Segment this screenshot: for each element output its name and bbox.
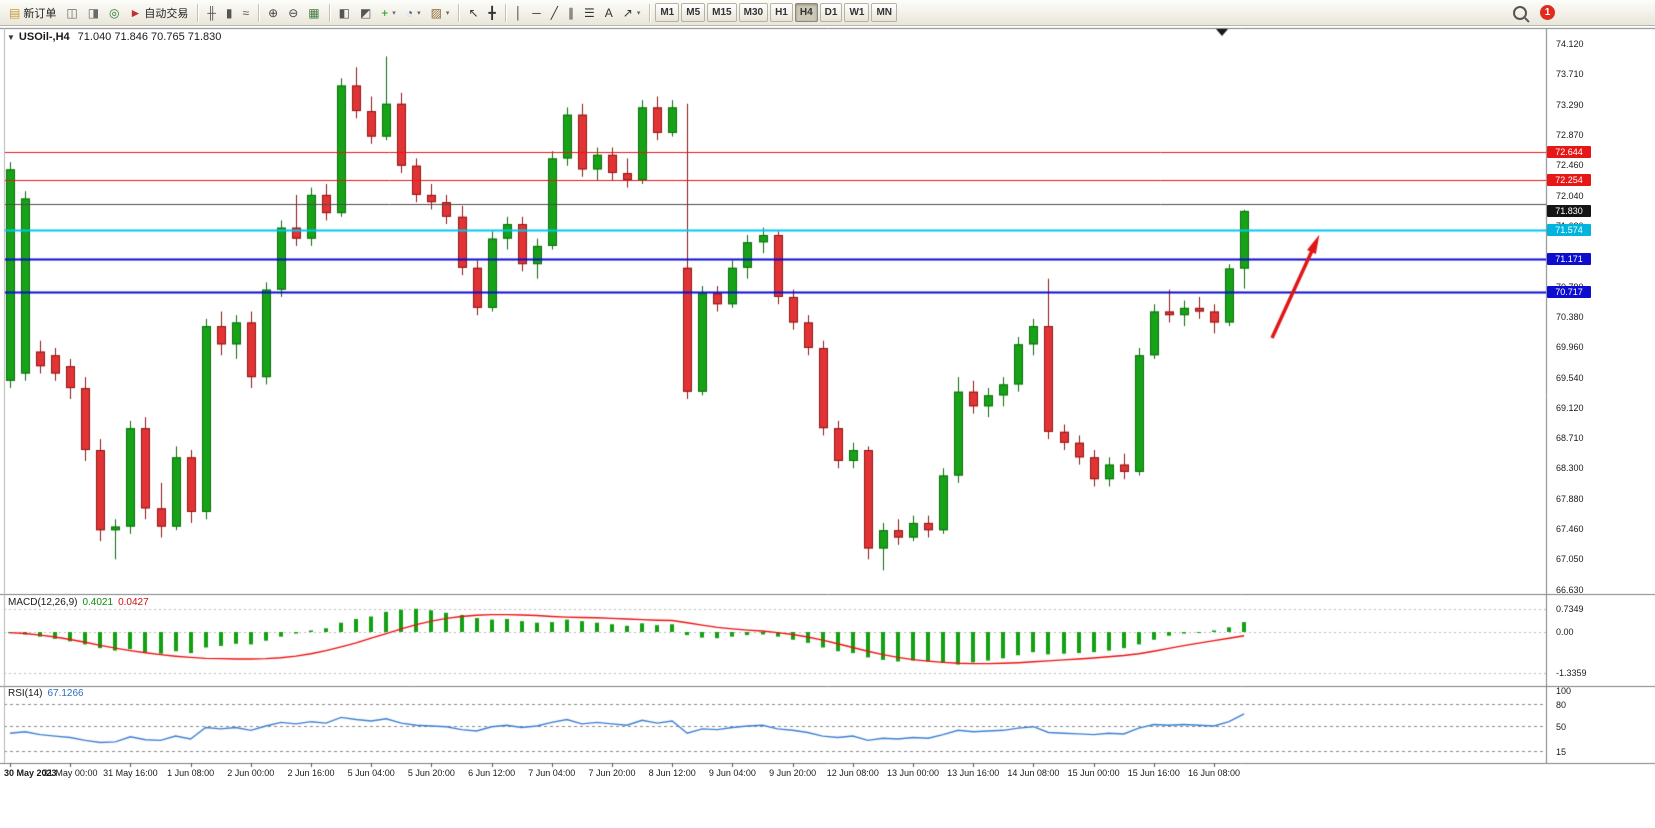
indicators-button[interactable]: + ▾: [377, 2, 400, 24]
timeframe-mn-button[interactable]: MN: [871, 3, 898, 22]
timeframe-h4-button[interactable]: H4: [794, 3, 818, 22]
rsi-value: 67.1266: [47, 688, 84, 699]
navigator-button[interactable]: ◨: [84, 2, 103, 24]
timeframe-m1-button[interactable]: M1: [655, 3, 680, 22]
periods-button[interactable]: ◔ ▾: [402, 2, 425, 24]
chart-shift-button[interactable]: ◩: [356, 2, 375, 24]
market-watch-button[interactable]: ◫: [62, 2, 81, 24]
timeframe-w1-button[interactable]: W1: [844, 3, 870, 22]
zoom-in-button[interactable]: ⊕: [264, 2, 282, 24]
periods-icon: ◔: [405, 5, 414, 20]
chart-symbol-period: USOil-,H4: [18, 31, 70, 43]
chart-window: ▼ USOil-,H4 71.040 71.846 70.765 71.830 MA…: [0, 26, 1655, 828]
toolbar-separator: [458, 3, 460, 22]
trendline-button[interactable]: ╱: [547, 2, 562, 24]
ohlc-bars-button[interactable]: ╫: [203, 2, 220, 24]
search-button[interactable]: [1509, 2, 1531, 24]
equidistant-channel-button[interactable]: ∥: [564, 2, 578, 24]
dropdown-caret-icon: ▾: [417, 9, 421, 17]
ohlc-bars-icon: ╫: [207, 5, 216, 20]
line-chart-icon: ≈: [242, 5, 250, 20]
timeframe-m15-button[interactable]: M15: [707, 3, 737, 22]
dropdown-caret-icon: ▾: [445, 9, 450, 17]
horizontal-line-button[interactable]: ─: [528, 2, 545, 24]
toolbar-separator: [504, 3, 506, 22]
timeframe-h1-button[interactable]: H1: [770, 3, 793, 22]
trendline-icon: ╱: [550, 5, 558, 20]
terminal-button[interactable]: ◎: [105, 2, 123, 24]
timeframe-m5-button[interactable]: M5: [681, 3, 706, 22]
vertical-line-button[interactable]: │: [511, 2, 527, 24]
fibonacci-button[interactable]: ☰: [580, 2, 599, 24]
text-button[interactable]: A: [601, 2, 617, 24]
horizontal-line-icon: ─: [532, 5, 541, 20]
search-icon: [1513, 5, 1527, 20]
macd-signal-value: 0.0427: [118, 597, 149, 608]
macd-indicator-label: MACD(12,26,9) 0.4021 0.0427: [8, 597, 149, 608]
crosshair-button[interactable]: ╋: [485, 2, 500, 24]
line-chart-button[interactable]: ≈: [239, 2, 254, 24]
autotrading-label: 自动交易: [144, 7, 189, 20]
macd-main-value: 0.4021: [82, 597, 114, 608]
zoom-out-button[interactable]: ⊖: [284, 2, 302, 24]
price-chart-canvas[interactable]: [0, 26, 1655, 828]
new-order-label: 新订单: [23, 7, 57, 20]
chart-shift-icon: ◩: [359, 5, 372, 20]
arrows-tool-icon: ↗: [622, 5, 633, 20]
toolbar-separator: [197, 3, 199, 22]
market-watch-icon: ◫: [66, 5, 78, 20]
timeframe-m30-button[interactable]: M30: [738, 3, 769, 22]
vertical-line-icon: │: [514, 5, 523, 20]
rsi-name: RSI(14): [8, 688, 43, 699]
chart-ohlc-values: 71.040 71.846 70.765 71.830: [77, 31, 222, 43]
autotrading-icon: ►: [129, 5, 142, 20]
dropdown-caret-icon: ▾: [392, 9, 396, 17]
notifications-badge[interactable]: 1: [1540, 5, 1555, 20]
tile-windows-icon: ▦: [308, 5, 320, 20]
zoom-out-icon: ⊖: [288, 5, 299, 20]
candlestick-chart-button[interactable]: ▮: [222, 2, 237, 24]
arrows-tool-button[interactable]: ↗ ▾: [619, 2, 645, 24]
templates-icon: ▨: [430, 5, 442, 20]
fibonacci-icon: ☰: [583, 5, 595, 20]
autotrading-button[interactable]: ► 自动交易: [126, 2, 193, 24]
candlestick-chart-icon: ▮: [225, 5, 233, 20]
toolbar-separator: [649, 3, 651, 22]
dropdown-caret-icon: ▾: [636, 9, 641, 17]
templates-button[interactable]: ▨ ▾: [427, 2, 454, 24]
cursor-button[interactable]: ↖: [464, 2, 482, 24]
chart-menu-icon[interactable]: ▼: [7, 33, 15, 42]
toolbar-right-group: 1: [1508, 2, 1651, 24]
macd-name: MACD(12,26,9): [8, 597, 78, 608]
chart-title: ▼ USOil-,H4 71.040 71.846 70.765 71.830: [7, 31, 221, 43]
crosshair-icon: ╋: [488, 5, 496, 20]
text-icon: A: [604, 5, 613, 20]
toolbar-separator: [258, 3, 260, 22]
new-order-button[interactable]: ▤ 新订单: [5, 2, 60, 24]
terminal-icon: ◎: [109, 5, 120, 20]
indicators-icon: +: [381, 5, 389, 20]
rsi-indicator-label: RSI(14) 67.1266: [8, 688, 84, 699]
auto-scroll-icon: ◧: [338, 5, 350, 20]
equidistant-channel-icon: ∥: [567, 5, 574, 20]
timeframe-d1-button[interactable]: D1: [819, 3, 843, 22]
auto-scroll-button[interactable]: ◧: [335, 2, 354, 24]
navigator-icon: ◨: [87, 5, 100, 20]
new-order-icon: ▤: [9, 5, 21, 20]
zoom-in-icon: ⊕: [268, 5, 279, 20]
cursor-icon: ↖: [468, 5, 479, 20]
main-toolbar: ▤ 新订单 ◫ ◨ ◎ ► 自动交易 ╫ ▮ ≈ ⊕ ⊖ ▦ ◧ ◩ + ▾ ◔ ▾ ▨ ▾ ↖ ╋ │ ─ ╱ ∥ ☰ A ↗ ▾ M1 M5…: [0, 0, 1655, 26]
toolbar-separator: [328, 3, 330, 22]
tile-windows-button[interactable]: ▦: [304, 2, 323, 24]
